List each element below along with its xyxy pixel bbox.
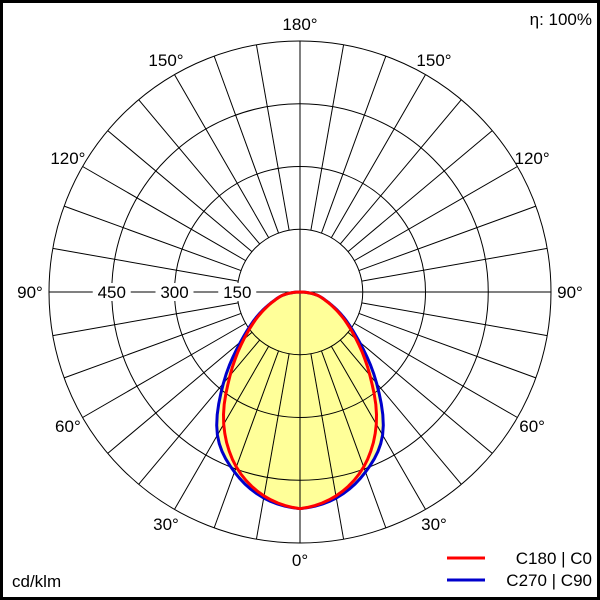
angle-label-120: 120°	[50, 149, 85, 168]
radial-tick-label: 450	[98, 283, 126, 302]
tick-label-bg	[155, 283, 194, 301]
grid-spoke	[347, 331, 493, 454]
tick-label-bg	[92, 283, 131, 301]
grid-spoke	[320, 55, 387, 234]
angle-label-90: 90°	[17, 283, 43, 302]
angle-label-150: 150°	[148, 51, 183, 70]
grid-spoke	[330, 346, 426, 510]
grid-spoke	[347, 130, 493, 253]
legend: C180 | C0 C270 | C90	[447, 549, 592, 590]
radial-tick-label: 150	[223, 283, 251, 302]
grid-spoke	[213, 55, 280, 234]
grid-spoke	[339, 339, 462, 485]
angle-label-30: 30°	[421, 515, 447, 534]
grid-spoke	[63, 312, 242, 379]
grid-spoke	[358, 312, 537, 379]
grid-spoke	[339, 99, 462, 245]
grid-spoke	[361, 302, 548, 337]
legend-label-c270-c90: C270 | C90	[506, 571, 592, 590]
grid-spoke	[320, 350, 387, 529]
angle-label-60: 60°	[519, 417, 545, 436]
curve-layer	[215, 290, 385, 511]
grid-spoke	[358, 205, 537, 272]
label-layer: 150 300 450 180° 150° 150° 120° 120° 90° 90° 60° 60…	[17, 15, 583, 570]
angle-label-30: 30°	[153, 515, 179, 534]
radial-tick-label: 300	[160, 283, 188, 302]
grid-spoke	[107, 331, 253, 454]
grid-spoke	[310, 44, 345, 231]
grid-spoke	[330, 74, 426, 238]
grid-spoke	[82, 166, 246, 262]
angle-label-150: 150°	[416, 51, 451, 70]
grid-spoke	[255, 44, 290, 231]
series-curve-c180-c0	[222, 290, 378, 511]
tick-label-bg	[218, 283, 257, 301]
grid-spoke	[138, 99, 261, 245]
angle-label-0: 0°	[292, 551, 308, 570]
grid-spoke	[174, 74, 270, 238]
angle-label-90: 90°	[557, 283, 583, 302]
angle-label-60: 60°	[55, 417, 81, 436]
grid-spoke	[52, 302, 239, 337]
grid-spoke	[52, 247, 239, 282]
grid-spoke	[361, 247, 548, 282]
grid-spoke	[354, 166, 518, 262]
unit-label: cd/klm	[12, 572, 61, 591]
grid-spoke	[310, 353, 345, 540]
efficiency-label: η: 100%	[530, 10, 592, 29]
angle-label-180: 180°	[282, 15, 317, 34]
grid-spoke	[255, 353, 290, 540]
legend-label-c180-c0: C180 | C0	[516, 549, 592, 568]
grid-spoke	[174, 346, 270, 510]
angle-label-120: 120°	[515, 149, 550, 168]
grid-spoke	[138, 339, 261, 485]
grid-layer	[48, 40, 552, 544]
grid-spoke	[107, 130, 253, 253]
grid-spoke	[213, 350, 280, 529]
grid-spoke	[354, 322, 518, 418]
grid-spoke	[82, 322, 246, 418]
grid-spoke	[63, 205, 242, 272]
